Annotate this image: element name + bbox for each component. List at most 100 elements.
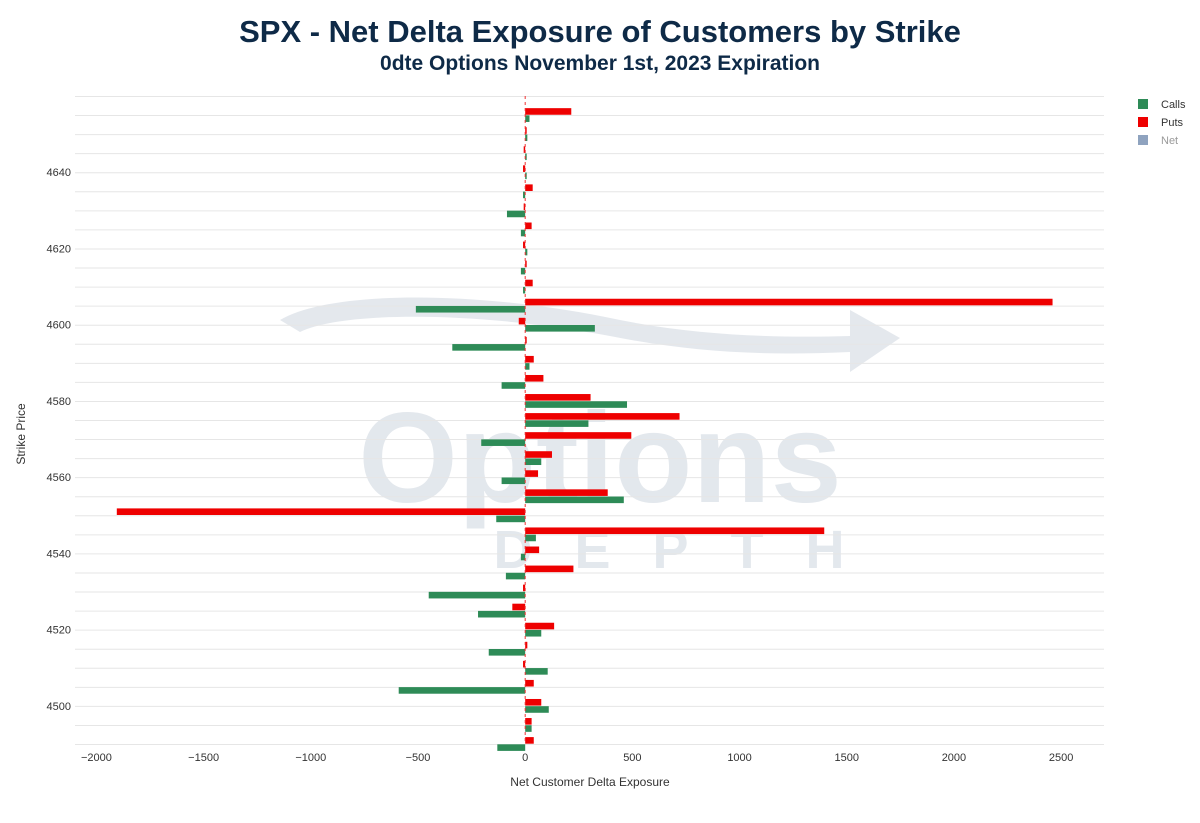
legend-swatch-puts (1138, 117, 1148, 127)
put-bar (525, 470, 539, 477)
call-bar (428, 591, 526, 599)
legend-label-puts: Puts (1161, 117, 1184, 129)
call-bar (506, 210, 526, 218)
y-tick-label: 4520 (47, 625, 71, 637)
y-tick-label: 4540 (47, 548, 71, 560)
put-bar (525, 184, 533, 191)
put-bar (523, 241, 526, 249)
call-bar (497, 744, 526, 751)
x-tick-label: −500 (406, 752, 431, 764)
legend-label-calls: Calls (1161, 99, 1186, 111)
y-tick-label: 4580 (47, 396, 71, 408)
put-bar (525, 698, 542, 706)
call-bar (398, 687, 526, 694)
y-tick-label: 4500 (47, 701, 71, 713)
call-bar (525, 134, 528, 142)
call-bar (525, 668, 548, 675)
put-bar (523, 203, 526, 211)
put-bar (116, 508, 526, 515)
call-bar (525, 115, 530, 122)
call-bar (415, 305, 526, 313)
put-bar (525, 679, 534, 687)
x-axis-label: Net Customer Delta Exposure (510, 775, 670, 789)
put-bar (525, 432, 632, 439)
call-bar (525, 248, 528, 256)
x-tick-label: 1000 (727, 752, 751, 764)
y-axis-label: Strike Price (14, 403, 28, 465)
put-bar (525, 413, 680, 420)
put-bar (525, 737, 534, 744)
put-bar (525, 394, 591, 401)
x-tick-label: 1500 (835, 752, 859, 764)
legend-item-calls[interactable]: Calls (1138, 99, 1186, 111)
put-bar (525, 298, 1053, 306)
legend-label-net: Net (1161, 135, 1178, 147)
x-tick-label: 500 (623, 752, 641, 764)
put-bar (525, 622, 555, 630)
call-bar (525, 420, 589, 427)
call-bar (525, 401, 628, 408)
call-bar (520, 229, 526, 237)
call-bar (525, 706, 549, 713)
x-tick-label: 0 (522, 752, 528, 764)
put-bar (525, 489, 608, 496)
put-bar (525, 279, 533, 287)
call-bar (520, 553, 526, 561)
put-bar (525, 546, 540, 554)
put-bar (523, 660, 526, 668)
call-bar (525, 325, 595, 332)
put-bar (525, 641, 528, 649)
legend-swatch-calls (1138, 99, 1148, 109)
watermark-arrow (280, 297, 900, 372)
put-bar (525, 336, 527, 344)
x-tick-label: −1500 (188, 752, 219, 764)
call-bar (523, 286, 526, 294)
put-bar (523, 146, 526, 153)
call-bar (501, 477, 526, 485)
y-tick-label: 4620 (47, 243, 71, 255)
legend-item-net[interactable]: Net (1138, 135, 1178, 147)
gridlines (75, 96, 1104, 745)
put-bar (512, 603, 526, 611)
x-tick-label: −2000 (81, 752, 112, 764)
call-bar (523, 191, 526, 199)
y-tick-label: 4600 (47, 320, 71, 332)
chart-title: SPX - Net Delta Exposure of Customers by… (239, 14, 961, 49)
legend-swatch-net (1138, 135, 1148, 145)
y-tick-label: 4640 (47, 167, 71, 179)
call-bar (505, 572, 526, 580)
x-tick-label: 2000 (942, 752, 966, 764)
call-bar (525, 363, 530, 370)
call-bar (525, 725, 532, 732)
y-tick-label: 4560 (47, 472, 71, 484)
call-bar (481, 439, 526, 446)
put-bar (525, 527, 825, 535)
put-bar (525, 374, 544, 382)
call-bar (525, 496, 624, 504)
put-bar (525, 127, 527, 134)
call-bar (525, 534, 536, 542)
put-bar (525, 222, 532, 230)
call-bar (496, 515, 526, 523)
legend: Calls Puts Net (1138, 99, 1186, 147)
put-bar (525, 108, 572, 115)
call-bar (501, 382, 526, 389)
put-bar (518, 317, 526, 325)
put-bar (525, 565, 574, 573)
x-axis-ticks: −2000 −1500 −1000 −500 0 500 1000 1500 2000 2500 (81, 752, 1073, 764)
call-bar (525, 172, 527, 180)
call-bar (525, 458, 542, 466)
put-bar (525, 355, 534, 363)
call-bar (525, 153, 527, 161)
bars (116, 108, 1053, 751)
call-bar (452, 344, 526, 351)
legend-item-puts[interactable]: Puts (1138, 117, 1184, 129)
put-bar (525, 718, 532, 725)
call-bar (488, 649, 526, 656)
call-bar (478, 610, 526, 618)
call-bar (520, 267, 526, 275)
put-bar (525, 260, 527, 268)
y-axis-ticks: 4500 4520 4540 4560 4580 4600 4620 4640 (47, 167, 71, 713)
chart-subtitle: 0dte Options November 1st, 2023 Expirati… (380, 52, 820, 75)
